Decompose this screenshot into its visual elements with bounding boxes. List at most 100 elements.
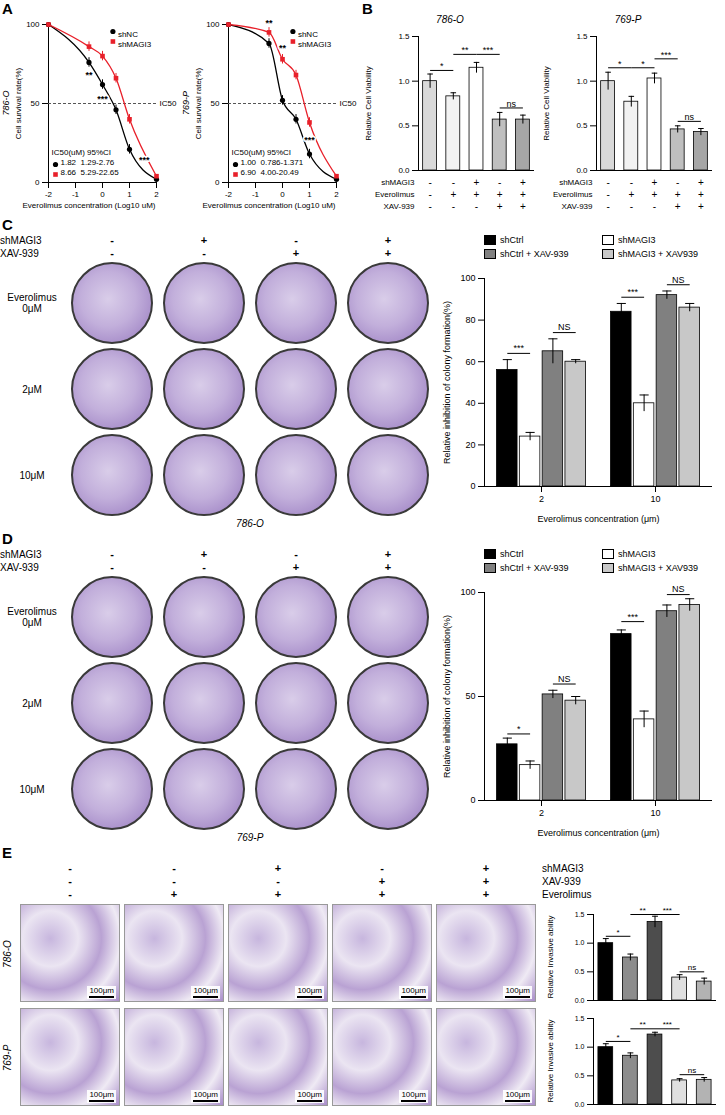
svg-text:-: - <box>630 201 633 212</box>
svg-text:1.00 0.786-1.371: 1.00 0.786-1.371 <box>241 158 304 167</box>
svg-text:20: 20 <box>465 440 475 450</box>
svg-text:100: 100 <box>460 273 475 283</box>
svg-text:**: ** <box>85 70 93 80</box>
svg-text:+: + <box>474 189 480 200</box>
svg-text:100: 100 <box>460 587 475 597</box>
svg-text:XAV-939: XAV-939 <box>384 202 416 211</box>
svg-text:0.0: 0.0 <box>575 997 585 1004</box>
svg-text:***: *** <box>513 343 524 353</box>
svg-text:+: + <box>698 177 704 188</box>
svg-text:-: - <box>630 177 633 188</box>
svg-text:shMAGI3: shMAGI3 <box>381 178 415 187</box>
svg-text:0: 0 <box>280 190 285 199</box>
svg-text:*: * <box>440 61 444 71</box>
svg-text:100: 100 <box>26 20 40 29</box>
svg-text:0.0: 0.0 <box>575 1101 585 1108</box>
svg-text:IC50: IC50 <box>340 99 357 108</box>
svg-text:Cell survival rate(%): Cell survival rate(%) <box>194 67 203 139</box>
svg-text:Everolimus: Everolimus <box>375 190 415 199</box>
svg-text:shMAGI3: shMAGI3 <box>118 40 152 49</box>
svg-text:0.5: 0.5 <box>398 121 410 130</box>
svg-text:*: * <box>641 59 645 69</box>
svg-text:-: - <box>452 177 455 188</box>
svg-text:NS: NS <box>558 674 571 684</box>
svg-text:0: 0 <box>215 178 220 187</box>
svg-text:***: *** <box>483 45 494 55</box>
svg-text:Cell survival rate(%): Cell survival rate(%) <box>14 67 23 139</box>
svg-text:100: 100 <box>206 20 220 29</box>
svg-text:+: + <box>628 189 634 200</box>
svg-text:NS: NS <box>672 275 685 285</box>
svg-text:+: + <box>698 201 704 212</box>
svg-text:shMAGI3: shMAGI3 <box>298 40 332 49</box>
svg-text:10: 10 <box>650 808 660 818</box>
svg-text:1.82 1.29-2.76: 1.82 1.29-2.76 <box>61 158 115 167</box>
svg-text:IC50: IC50 <box>160 99 177 108</box>
svg-text:+: + <box>520 201 526 212</box>
svg-text:***: *** <box>139 155 150 165</box>
svg-text:8.66 5.29-22.65: 8.66 5.29-22.65 <box>61 168 120 177</box>
svg-text:0: 0 <box>100 190 105 199</box>
svg-text:0.5: 0.5 <box>575 1072 585 1079</box>
svg-text:Relative Cell Viability: Relative Cell Viability <box>542 66 551 141</box>
svg-text:-1: -1 <box>72 190 80 199</box>
svg-text:+: + <box>497 189 503 200</box>
svg-text:-2: -2 <box>45 190 53 199</box>
svg-text:+: + <box>675 189 681 200</box>
svg-text:-: - <box>498 177 501 188</box>
svg-text:-: - <box>475 201 478 212</box>
svg-text:Relative inhibition of colony: Relative inhibition of colony formation(… <box>442 301 452 464</box>
svg-text:1.5: 1.5 <box>398 32 410 41</box>
svg-text:*: * <box>517 724 521 734</box>
svg-text:2: 2 <box>539 808 544 818</box>
svg-text:ns: ns <box>685 112 695 122</box>
svg-text:80: 80 <box>465 315 475 325</box>
svg-text:+: + <box>497 201 503 212</box>
svg-text:0.0: 0.0 <box>398 166 410 175</box>
svg-text:10: 10 <box>650 494 660 504</box>
svg-text:40: 40 <box>465 398 475 408</box>
svg-text:ns: ns <box>507 99 517 109</box>
svg-text:60: 60 <box>465 357 475 367</box>
svg-text:0: 0 <box>470 481 475 491</box>
svg-text:***: *** <box>663 1020 672 1029</box>
svg-text:*: * <box>617 1033 620 1042</box>
svg-text:0: 0 <box>470 795 475 805</box>
svg-text:**: ** <box>640 906 646 915</box>
svg-text:+: + <box>520 177 526 188</box>
svg-text:2: 2 <box>334 190 339 199</box>
svg-text:Everolimus: Everolimus <box>553 190 593 199</box>
svg-text:-: - <box>606 189 609 200</box>
svg-text:-: - <box>428 189 431 200</box>
svg-text:1.5: 1.5 <box>575 1015 585 1022</box>
svg-text:1.5: 1.5 <box>575 911 585 918</box>
svg-text:Relative inhibition of colony: Relative inhibition of colony formation(… <box>442 615 452 778</box>
svg-text:-: - <box>428 201 431 212</box>
svg-text:-: - <box>676 177 679 188</box>
svg-text:Everolimus concentration (μm): Everolimus concentration (μm) <box>537 828 659 838</box>
svg-text:0.5: 0.5 <box>576 121 588 130</box>
svg-text:+: + <box>474 177 480 188</box>
svg-text:+: + <box>652 177 658 188</box>
svg-text:**: ** <box>461 45 469 55</box>
svg-text:-: - <box>606 201 609 212</box>
svg-text:+: + <box>450 189 456 200</box>
svg-text:+: + <box>652 189 658 200</box>
svg-text:6.90 4.00-20.49: 6.90 4.00-20.49 <box>241 168 300 177</box>
svg-text:0.5: 0.5 <box>575 968 585 975</box>
svg-text:***: *** <box>663 906 672 915</box>
svg-text:***: *** <box>627 287 638 297</box>
svg-text:1: 1 <box>307 190 312 199</box>
svg-text:1: 1 <box>127 190 132 199</box>
svg-text:***: *** <box>304 135 315 145</box>
svg-text:**: ** <box>279 43 287 53</box>
svg-text:-: - <box>653 201 656 212</box>
svg-text:0: 0 <box>35 178 40 187</box>
svg-text:-: - <box>606 177 609 188</box>
svg-text:-1: -1 <box>252 190 260 199</box>
svg-text:Relative Cell Viability: Relative Cell Viability <box>364 66 373 141</box>
svg-text:***: *** <box>627 612 638 622</box>
svg-text:***: *** <box>661 50 672 60</box>
svg-text:IC50(uM) 95%CI: IC50(uM) 95%CI <box>52 148 112 157</box>
svg-text:NS: NS <box>558 322 571 332</box>
